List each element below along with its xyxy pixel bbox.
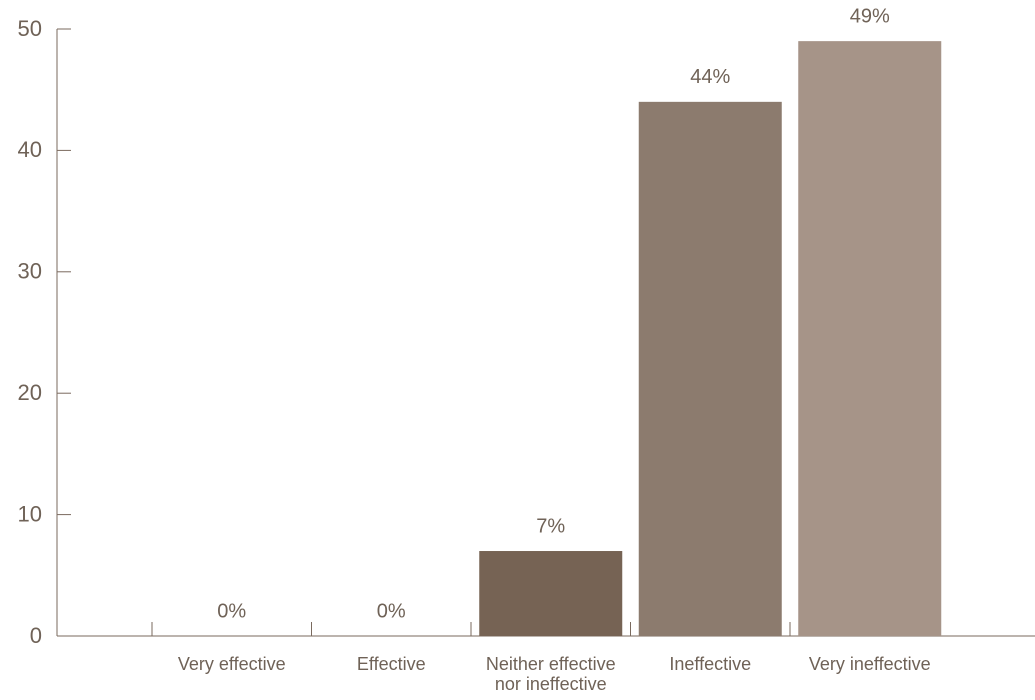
y-tick-label: 50 [18,16,42,41]
y-tick-label: 0 [30,623,42,648]
y-tick-label: 10 [18,501,42,526]
y-tick-label: 20 [18,380,42,405]
x-tick-label: Neither effective nor ineffective [485,654,616,694]
x-tick-label: Very effective [177,654,286,674]
value-label: 49% [850,5,890,27]
x-tick-label: Very ineffective [808,654,931,674]
value-label: 0% [217,600,246,622]
y-tick-label: 30 [18,259,42,284]
value-label: 0% [377,600,406,622]
x-tick-label: Ineffective [669,654,752,674]
y-tick-label: 40 [18,137,42,162]
x-tick-label: Effective [356,654,426,674]
value-label: 44% [690,66,730,88]
bar [798,41,942,636]
bar [479,551,623,636]
bar [638,101,782,637]
value-label: 7% [536,515,565,537]
